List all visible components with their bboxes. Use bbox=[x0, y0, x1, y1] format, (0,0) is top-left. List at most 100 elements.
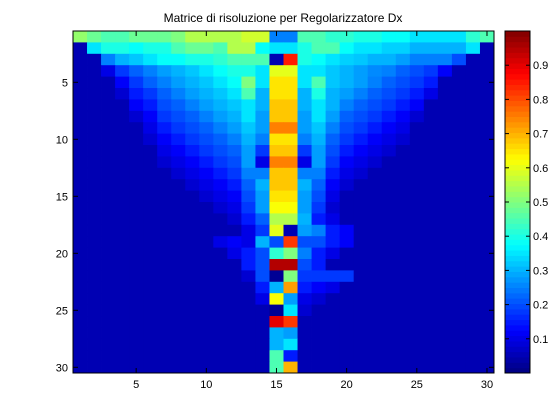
heatmap-cell bbox=[367, 76, 383, 89]
heatmap-cell bbox=[269, 133, 284, 146]
heatmap-cell bbox=[465, 293, 481, 305]
heatmap-cell bbox=[199, 247, 214, 260]
heatmap-cell bbox=[199, 53, 214, 66]
heatmap-cell bbox=[157, 224, 172, 237]
heatmap-cell bbox=[437, 156, 453, 169]
heatmap-cell bbox=[73, 88, 88, 100]
heatmap-cell bbox=[353, 202, 369, 214]
heatmap-cell bbox=[143, 350, 158, 362]
heatmap-cell bbox=[353, 99, 369, 112]
heatmap-cell bbox=[171, 122, 186, 134]
heatmap-cell bbox=[339, 88, 355, 100]
heatmap-cell bbox=[171, 53, 186, 66]
heatmap-cell bbox=[395, 304, 411, 317]
heatmap-cell bbox=[311, 156, 326, 169]
heatmap-cell bbox=[185, 42, 200, 55]
heatmap-cell bbox=[255, 110, 270, 123]
heatmap-cell bbox=[339, 53, 355, 66]
heatmap-cell bbox=[409, 293, 425, 305]
heatmap-cell bbox=[171, 99, 186, 112]
heatmap-cell bbox=[325, 53, 341, 66]
heatmap-cell bbox=[311, 304, 326, 317]
heatmap-cell bbox=[241, 53, 256, 66]
heatmap-cell bbox=[101, 361, 116, 374]
heatmap-cell bbox=[87, 270, 102, 283]
heatmap-cell bbox=[311, 167, 326, 180]
heatmap-cell bbox=[213, 202, 228, 214]
heatmap-cell bbox=[353, 316, 369, 328]
heatmap-cell bbox=[73, 361, 88, 374]
heatmap-cell bbox=[465, 42, 481, 55]
heatmap-cell bbox=[423, 76, 439, 89]
heatmap-cell bbox=[423, 99, 439, 112]
heatmap-cell bbox=[157, 179, 172, 191]
heatmap-cell bbox=[269, 88, 284, 100]
heatmap-cell bbox=[101, 76, 116, 89]
heatmap-cell bbox=[479, 99, 495, 112]
heatmap-cell bbox=[409, 236, 425, 248]
heatmap-cell bbox=[325, 110, 341, 123]
heatmap-cell bbox=[353, 133, 369, 146]
heatmap-cell bbox=[423, 316, 439, 328]
heatmap-cell bbox=[437, 88, 453, 100]
heatmap-cell bbox=[87, 53, 102, 66]
colorbar-swatch bbox=[505, 303, 530, 310]
heatmap-cell bbox=[269, 42, 284, 55]
heatmap-cell bbox=[115, 281, 130, 294]
heatmap-cell bbox=[185, 76, 200, 89]
heatmap-cell bbox=[73, 350, 88, 362]
heatmap-cell bbox=[395, 236, 411, 248]
heatmap-cell bbox=[143, 76, 158, 89]
heatmap-cell bbox=[73, 236, 88, 248]
heatmap-cell bbox=[479, 281, 495, 294]
heatmap-cell bbox=[227, 156, 242, 169]
heatmap-cell bbox=[101, 190, 116, 203]
heatmap-cell bbox=[423, 156, 439, 169]
heatmap-cell bbox=[283, 65, 298, 77]
heatmap-cell bbox=[73, 110, 88, 123]
heatmap-cell bbox=[367, 31, 383, 43]
heatmap-cell bbox=[227, 304, 242, 317]
heatmap-cell bbox=[409, 145, 425, 157]
colorbar-swatch bbox=[505, 57, 530, 64]
heatmap-cell bbox=[409, 213, 425, 226]
colorbar-ticks: 0.1 0.2 0.3 0.4 0.5 0.6 0.7 0.8 0.9 bbox=[505, 60, 548, 346]
heatmap-cell bbox=[451, 361, 467, 374]
colorbar-swatch bbox=[505, 271, 530, 278]
heatmap-cell bbox=[395, 99, 411, 112]
heatmap-cell bbox=[311, 179, 326, 191]
heatmap-cell bbox=[381, 327, 397, 340]
heatmap-cell bbox=[325, 361, 341, 374]
heatmap-cell bbox=[311, 145, 326, 157]
heatmap-cell bbox=[325, 281, 341, 294]
heatmap-cell bbox=[129, 259, 144, 271]
heatmap-cell bbox=[101, 53, 116, 66]
heatmap-cell bbox=[185, 247, 200, 260]
heatmap-cell bbox=[157, 53, 172, 66]
heatmap-cell bbox=[283, 259, 298, 271]
heatmap-cell bbox=[297, 156, 312, 169]
heatmap-cell bbox=[227, 42, 242, 55]
heatmap-cell bbox=[451, 133, 467, 146]
heatmap-cell bbox=[311, 281, 326, 294]
colorbar-swatch bbox=[505, 244, 530, 251]
heatmap-cell bbox=[269, 145, 284, 157]
heatmap-cell bbox=[395, 156, 411, 169]
heatmap-cell bbox=[283, 202, 298, 214]
heatmap-cell bbox=[241, 224, 256, 237]
heatmap-cell bbox=[213, 99, 228, 112]
heatmap-cell bbox=[199, 281, 214, 294]
heatmap-cell bbox=[409, 156, 425, 169]
heatmap-cell bbox=[395, 110, 411, 123]
heatmap-cell bbox=[451, 350, 467, 362]
heatmap-cell bbox=[437, 327, 453, 340]
heatmap-cell bbox=[101, 304, 116, 317]
heatmap-cell bbox=[437, 224, 453, 237]
heatmap-cell bbox=[297, 350, 312, 362]
heatmap-cell bbox=[311, 202, 326, 214]
heatmap-cell bbox=[115, 133, 130, 146]
heatmap-cell bbox=[311, 213, 326, 226]
heatmap-cell bbox=[311, 350, 326, 362]
heatmap-cell bbox=[479, 247, 495, 260]
heatmap-cell bbox=[269, 110, 284, 123]
